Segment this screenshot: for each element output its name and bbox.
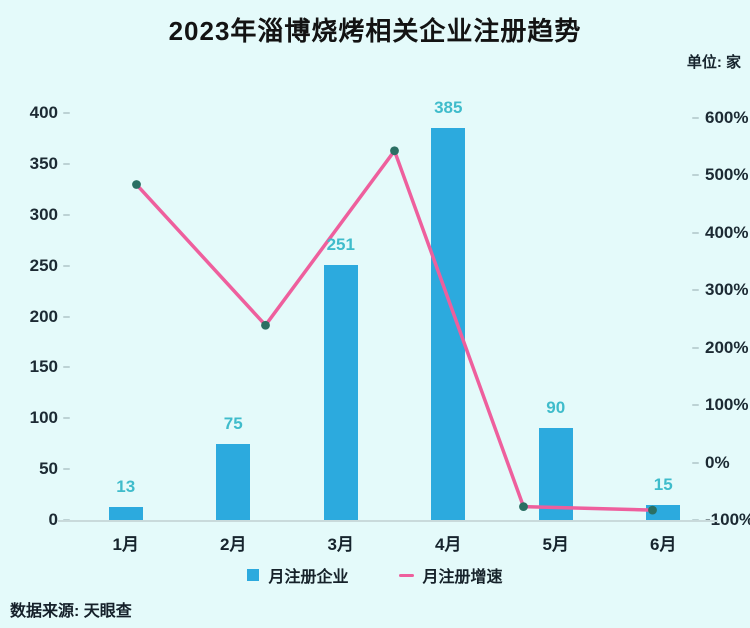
legend-item-bar: 月注册企业 [247, 563, 349, 587]
x-axis-month-label: 6月 [650, 535, 677, 554]
y-axis-left-tick-label: 300 [29, 204, 58, 224]
y-axis-right-tick-mark [692, 174, 699, 177]
y-axis-left-tick-mark [63, 162, 70, 165]
data-source: 数据来源: 天眼查 [10, 603, 132, 620]
bar-month-registrations [431, 128, 466, 520]
y-axis-left-tick-label: 350 [29, 153, 58, 173]
y-axis-right-tick-label: 200% [705, 337, 749, 357]
x-axis-month-label: 3月 [327, 535, 354, 554]
y-axis-left-tick-label: 0 [48, 510, 58, 529]
y-axis-left-tick-label: 100 [29, 408, 58, 428]
legend-line-label: 月注册增速 [422, 569, 503, 586]
x-axis-month-label: 5月 [542, 535, 569, 554]
growth-rate-data-point [390, 146, 399, 156]
y-axis-right-tick-label: 600% [705, 108, 749, 127]
y-axis-right-tick-mark [692, 461, 699, 464]
y-axis-left-tick-mark [63, 213, 70, 216]
bar-month-registrations [108, 506, 143, 520]
y-axis-right-tick-label: 500% [705, 165, 749, 185]
bar-value-label: 90 [546, 398, 566, 418]
bar-value-label: 13 [116, 476, 136, 496]
legend-item-line: 月注册增速 [398, 563, 503, 587]
y-axis-left-tick-label: 400 [29, 103, 58, 122]
y-axis-left-tick-mark [63, 468, 70, 471]
y-axis-right-tick-mark [692, 289, 699, 292]
x-axis-month-label: 4月 [435, 535, 462, 554]
bar-value-label: 75 [223, 413, 243, 433]
y-axis-right-tick-mark [692, 231, 699, 234]
y-axis-right-tick-mark [692, 404, 699, 407]
bar-month-registrations [323, 264, 358, 520]
line-swatch-icon [398, 573, 414, 577]
bar-month-registrations [216, 443, 251, 520]
chart-title: 2023年淄博烧烤相关企业注册趋势 [168, 16, 582, 46]
unit-label: 单位: 家 [686, 54, 741, 71]
growth-rate-data-point [519, 502, 528, 512]
y-axis-left-tick-label: 250 [29, 255, 58, 275]
bar-swatch-icon [247, 569, 260, 581]
y-axis-left-tick-label: 150 [29, 357, 58, 377]
growth-rate-line [134, 149, 655, 512]
x-axis-month-label: 2月 [220, 535, 247, 554]
y-axis-left-tick-label: 50 [39, 459, 58, 479]
bar-value-label: 251 [326, 234, 355, 254]
y-axis-left-tick-mark [63, 315, 70, 318]
y-axis-left-tick-mark [63, 366, 70, 369]
bar-month-registrations [646, 504, 681, 520]
y-axis-right-tick-mark [692, 346, 699, 349]
y-axis-left-tick-label: 200 [29, 306, 58, 326]
legend-bar-label: 月注册企业 [268, 569, 349, 586]
bar-value-label: 15 [653, 474, 673, 494]
y-axis-right-tick-mark [692, 117, 699, 119]
y-axis-right-tick-label: 400% [705, 222, 749, 242]
bar-value-label: 385 [434, 98, 463, 118]
legend: 月注册企业 月注册增速 [0, 563, 750, 587]
x-axis-month-label: 1月 [112, 535, 139, 554]
y-axis-right-tick-label: 300% [705, 280, 749, 300]
growth-rate-data-point [132, 180, 141, 189]
growth-rate-data-point [261, 320, 270, 330]
bar-month-registrations [538, 428, 573, 520]
x-axis-baseline [58, 520, 718, 522]
y-axis-left-tick-mark [63, 417, 70, 420]
y-axis-right-tick-label: -100% [705, 510, 750, 529]
y-axis-left-tick-mark [63, 112, 70, 114]
y-axis-left-tick-mark [63, 264, 70, 267]
y-axis-right-tick-label: 100% [705, 395, 749, 415]
y-axis-right-tick-label: 0% [705, 452, 730, 472]
